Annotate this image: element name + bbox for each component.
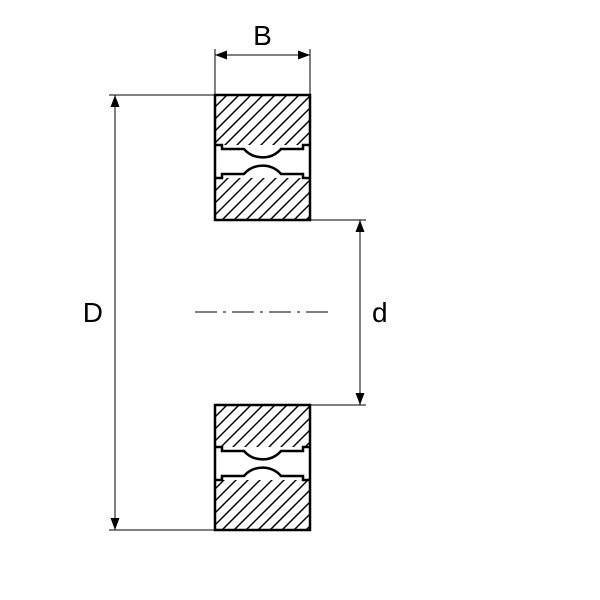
label-d: d <box>372 297 388 328</box>
label-D: D <box>83 297 103 328</box>
dimension-B: B <box>215 20 310 95</box>
label-B: B <box>253 20 272 51</box>
